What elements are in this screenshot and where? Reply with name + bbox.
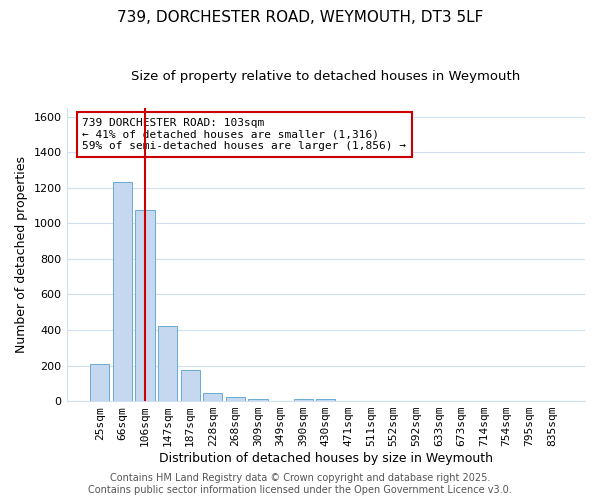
Bar — [113, 182, 132, 401]
Bar — [203, 392, 223, 401]
Bar — [248, 399, 268, 401]
Bar — [158, 326, 177, 401]
X-axis label: Distribution of detached houses by size in Weymouth: Distribution of detached houses by size … — [159, 452, 493, 465]
Bar — [90, 364, 109, 401]
Title: Size of property relative to detached houses in Weymouth: Size of property relative to detached ho… — [131, 70, 520, 83]
Bar — [316, 399, 335, 401]
Text: Contains HM Land Registry data © Crown copyright and database right 2025.
Contai: Contains HM Land Registry data © Crown c… — [88, 474, 512, 495]
Bar — [136, 210, 155, 401]
Bar — [293, 399, 313, 401]
Text: 739 DORCHESTER ROAD: 103sqm
← 41% of detached houses are smaller (1,316)
59% of : 739 DORCHESTER ROAD: 103sqm ← 41% of det… — [82, 118, 406, 151]
Bar — [226, 396, 245, 401]
Text: 739, DORCHESTER ROAD, WEYMOUTH, DT3 5LF: 739, DORCHESTER ROAD, WEYMOUTH, DT3 5LF — [117, 10, 483, 25]
Bar — [181, 370, 200, 401]
Y-axis label: Number of detached properties: Number of detached properties — [15, 156, 28, 353]
